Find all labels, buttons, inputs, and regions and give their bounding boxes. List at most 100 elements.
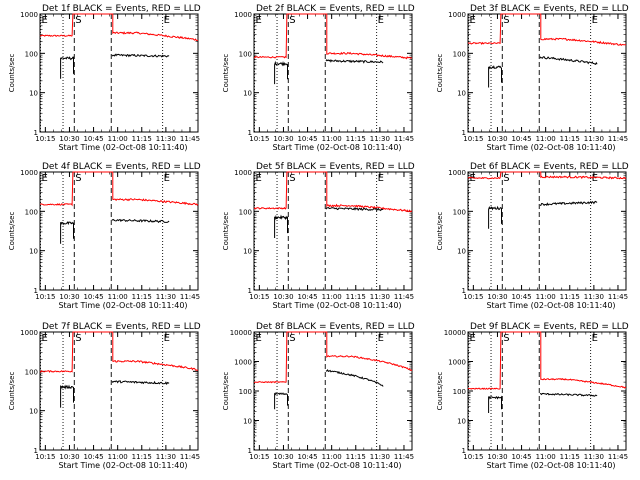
panel-2: Det 2f BLACK = Events, RED = LLD 1 10 100 10… [222, 4, 415, 152]
lld-series-line [39, 331, 199, 373]
lld-series-line [253, 331, 413, 384]
plot-frame [39, 331, 199, 451]
panel-6: Det 6f BLACK = Events, RED = LLD 1 10 100 10… [436, 162, 629, 310]
y-axis-label: Counts/sec [8, 372, 16, 411]
y-tick-label: 1000 [20, 11, 38, 19]
events-series-line [325, 207, 384, 212]
x-tick-label: 11:45 [394, 135, 414, 143]
x-axis-label: Start Time (02-Oct-08 10:11:40) [58, 143, 187, 152]
y-tick-label: 1000 [234, 11, 252, 19]
x-tick-label: 11:45 [180, 293, 200, 301]
y-tick-label: 10 [457, 90, 466, 98]
events-series-line [274, 214, 288, 238]
x-axis-label: Start Time (02-Oct-08 10:11:40) [486, 301, 615, 310]
events-series-line [539, 392, 598, 397]
y-tick-label: 100 [453, 208, 466, 216]
y-tick-label: 10 [457, 248, 466, 256]
panel-5: Det 5f BLACK = Events, RED = LLD 1 10 100 10… [222, 162, 415, 310]
time-marker-label: E [42, 15, 48, 26]
events-series-line [274, 60, 288, 85]
plot-frame [39, 171, 199, 291]
y-axis-label: Counts/sec [8, 54, 16, 93]
x-axis-label: Start Time (02-Oct-08 10:11:40) [58, 301, 187, 310]
time-marker-label: E [42, 173, 48, 184]
x-tick-label: 11:00 [536, 293, 556, 301]
y-tick-label: 1 [462, 287, 466, 295]
y-tick-label: 100 [453, 388, 466, 396]
y-tick-label: 1000 [448, 169, 466, 177]
y-axis-label: Counts/sec [436, 372, 444, 411]
plot-frame [253, 13, 413, 133]
time-marker-label: E [470, 333, 476, 344]
x-tick-label: 11:15 [560, 293, 580, 301]
x-tick-label: 11:00 [108, 293, 128, 301]
x-tick-label: 10:45 [511, 135, 531, 143]
x-tick-label: 10:15 [463, 135, 483, 143]
time-marker-label: E [164, 15, 170, 26]
x-tick-label: 10:15 [249, 293, 269, 301]
events-series-line [111, 218, 170, 224]
events-series-line [111, 380, 170, 386]
time-marker-label: E [256, 15, 262, 26]
x-axis-label: Start Time (02-Oct-08 10:11:40) [58, 461, 187, 470]
time-marker-label: S [75, 15, 81, 26]
x-tick-label: 11:45 [394, 453, 414, 461]
x-tick-label: 11:00 [322, 293, 342, 301]
x-tick-label: 10:45 [511, 453, 531, 461]
time-marker-label: E [592, 333, 598, 344]
y-axis-label: Counts/sec [222, 54, 230, 93]
panel-title: Det 4f BLACK = Events, RED = LLD [42, 162, 201, 172]
events-series-line [539, 56, 598, 65]
time-marker-label: E [256, 173, 262, 184]
time-marker-label: E [164, 333, 170, 344]
time-marker-label: S [289, 15, 295, 26]
panel-title: Det 6f BLACK = Events, RED = LLD [470, 162, 629, 172]
x-tick-label: 10:45 [511, 293, 531, 301]
y-tick-label: 1000 [234, 359, 252, 367]
panel-4: Det 4f BLACK = Events, RED = LLD 1 10 100 10… [8, 162, 201, 310]
panel-title: Det 2f BLACK = Events, RED = LLD [256, 4, 415, 14]
lld-series-line [467, 331, 627, 390]
lld-series-line [253, 171, 413, 213]
time-marker-label: E [592, 15, 598, 26]
x-tick-label: 11:00 [322, 453, 342, 461]
y-tick-label: 10 [243, 418, 252, 426]
x-tick-label: 10:45 [297, 135, 317, 143]
events-series-line [111, 53, 170, 58]
events-series-line [60, 56, 74, 79]
x-tick-label: 11:30 [584, 293, 604, 301]
y-tick-label: 10 [457, 418, 466, 426]
y-tick-label: 1000 [20, 329, 38, 337]
x-tick-label: 11:45 [180, 453, 200, 461]
x-tick-label: 10:30 [273, 453, 293, 461]
x-tick-label: 10:15 [35, 135, 55, 143]
lld-series-line [253, 13, 413, 60]
y-axis-label: Counts/sec [222, 212, 230, 251]
x-tick-label: 10:45 [297, 293, 317, 301]
y-tick-label: 100 [239, 208, 252, 216]
y-tick-label: 1 [34, 447, 38, 455]
time-marker-label: S [503, 173, 509, 184]
y-axis-label: Counts/sec [436, 54, 444, 93]
events-series-line [488, 205, 502, 229]
x-tick-label: 11:30 [156, 453, 176, 461]
x-tick-label: 10:45 [83, 293, 103, 301]
y-tick-label: 100 [25, 50, 38, 58]
y-tick-label: 1 [248, 287, 252, 295]
x-tick-label: 10:45 [83, 135, 103, 143]
y-tick-label: 1 [34, 129, 38, 137]
panel-title: Det 7f BLACK = Events, RED = LLD [42, 322, 201, 332]
x-tick-label: 11:15 [560, 453, 580, 461]
x-tick-label: 11:45 [394, 293, 414, 301]
y-tick-label: 100 [239, 50, 252, 58]
x-tick-label: 11:30 [156, 135, 176, 143]
y-tick-label: 100 [239, 388, 252, 396]
x-axis-label: Start Time (02-Oct-08 10:11:40) [272, 301, 401, 310]
x-tick-label: 11:00 [536, 453, 556, 461]
events-series-line [325, 58, 384, 64]
x-tick-label: 11:30 [370, 135, 390, 143]
panel-8: Det 8f BLACK = Events, RED = LLD 1 10 100 10… [222, 322, 415, 470]
events-series-line [539, 200, 598, 207]
time-marker-label: E [592, 173, 598, 184]
